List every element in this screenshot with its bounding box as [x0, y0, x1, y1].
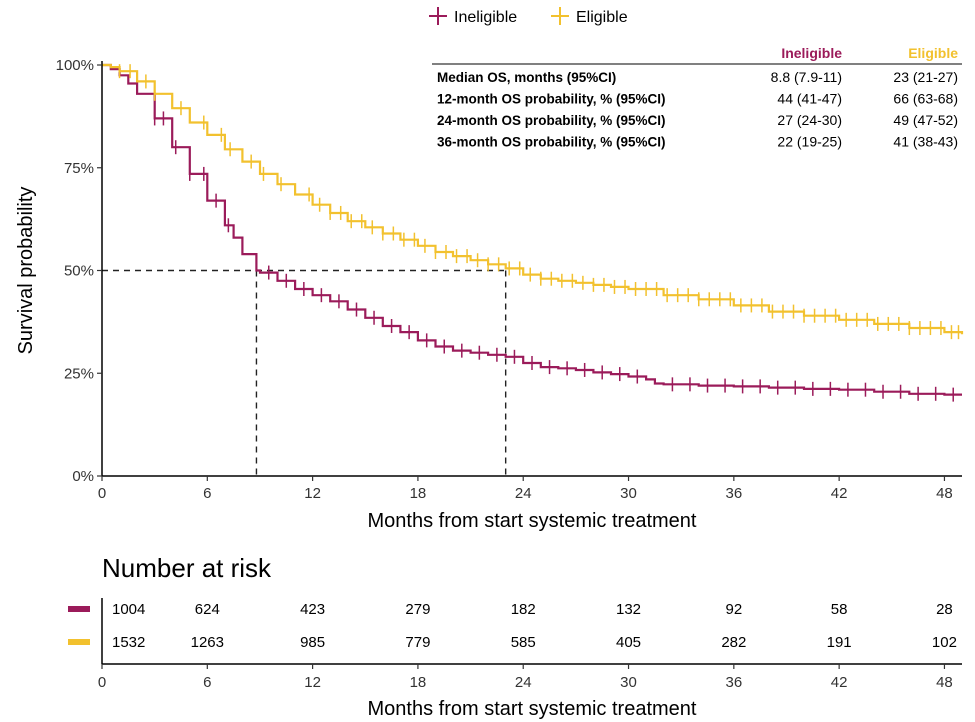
x-tick-label: 24	[515, 485, 532, 502]
risk-x-tick-label: 42	[831, 674, 848, 691]
risk-count: 28	[936, 601, 953, 618]
y-tick-label: 0%	[72, 468, 94, 485]
risk-x-tick-label: 36	[725, 674, 742, 691]
risk-table-title: Number at risk	[102, 553, 272, 583]
risk-x-tick-label: 6	[203, 674, 211, 691]
risk-count: 624	[195, 601, 220, 618]
series-line-ineligible	[102, 63, 962, 396]
y-tick-label: 25%	[64, 365, 94, 382]
risk-x-tick-label: 12	[304, 674, 321, 691]
risk-count: 405	[616, 634, 641, 651]
stats-cell: 23 (21-27)	[893, 69, 958, 85]
risk-count: 1532	[112, 634, 145, 651]
legend: Ineligible Eligible	[429, 7, 628, 26]
risk-count: 58	[831, 601, 848, 618]
stats-cell: 44 (41-47)	[777, 91, 842, 107]
x-tick-label: 42	[831, 485, 848, 502]
risk-count: 423	[300, 601, 325, 618]
risk-count: 191	[827, 634, 852, 651]
risk-count: 282	[721, 634, 746, 651]
stats-cell: 66 (63-68)	[893, 91, 958, 107]
risk-count: 985	[300, 634, 325, 651]
risk-row-key-eligible	[68, 639, 90, 645]
risk-count: 1263	[191, 634, 224, 651]
risk-x-axis-title: Months from start systemic treatment	[368, 698, 697, 720]
risk-count: 585	[511, 634, 536, 651]
stats-row-label: 12-month OS probability, % (95%CI)	[437, 92, 666, 107]
x-tick-label: 36	[725, 485, 742, 502]
stats-cell: 22 (19-25)	[777, 134, 842, 150]
legend-label-eligible: Eligible	[576, 9, 628, 26]
x-tick-label: 48	[936, 485, 953, 502]
series-line-eligible	[102, 63, 964, 335]
risk-count: 92	[725, 601, 742, 618]
risk-count: 102	[932, 634, 957, 651]
x-tick-label: 12	[304, 485, 321, 502]
y-tick-label: 100%	[56, 57, 94, 74]
stats-column-header: Ineligible	[781, 45, 842, 61]
x-axis-title: Months from start systemic treatment	[368, 510, 697, 532]
y-axis-title: Survival probability	[15, 187, 37, 355]
x-tick-label: 0	[98, 485, 106, 502]
x-tick-label: 6	[203, 485, 211, 502]
risk-x-tick-label: 0	[98, 674, 106, 691]
risk-count: 182	[511, 601, 536, 618]
y-tick-label: 75%	[64, 160, 94, 177]
risk-x-tick-label: 18	[410, 674, 427, 691]
stats-cell: 8.8 (7.9-11)	[771, 69, 842, 85]
stats-table: Ineligible Eligible Median OS, months (95%…	[432, 45, 962, 150]
risk-x-tick-label: 24	[515, 674, 532, 691]
x-tick-label: 30	[620, 485, 637, 502]
legend-label-ineligible: Ineligible	[454, 9, 517, 26]
stats-cell: 49 (47-52)	[893, 112, 958, 128]
y-tick-label: 50%	[64, 263, 94, 280]
stats-row-label: Median OS, months (95%CI)	[437, 70, 616, 85]
risk-count: 1004	[112, 601, 145, 618]
stats-column-header: Eligible	[908, 45, 958, 61]
survival-plot: 0% 25% 50% 75% 100% 0 6 12 18 24 30 36 42 48 Months fr…	[15, 57, 964, 532]
risk-x-tick-label: 30	[620, 674, 637, 691]
risk-x-tick-label: 48	[936, 674, 953, 691]
risk-count: 132	[616, 601, 641, 618]
stats-row-label: 36-month OS probability, % (95%CI)	[437, 135, 666, 150]
x-tick-label: 18	[410, 485, 427, 502]
stats-cell: 27 (24-30)	[777, 112, 842, 128]
risk-count: 779	[405, 634, 430, 651]
risk-row-key-ineligible	[68, 606, 90, 612]
risk-count: 279	[405, 601, 430, 618]
stats-cell: 41 (38-43)	[893, 134, 958, 150]
stats-row-label: 24-month OS probability, % (95%CI)	[437, 113, 666, 128]
